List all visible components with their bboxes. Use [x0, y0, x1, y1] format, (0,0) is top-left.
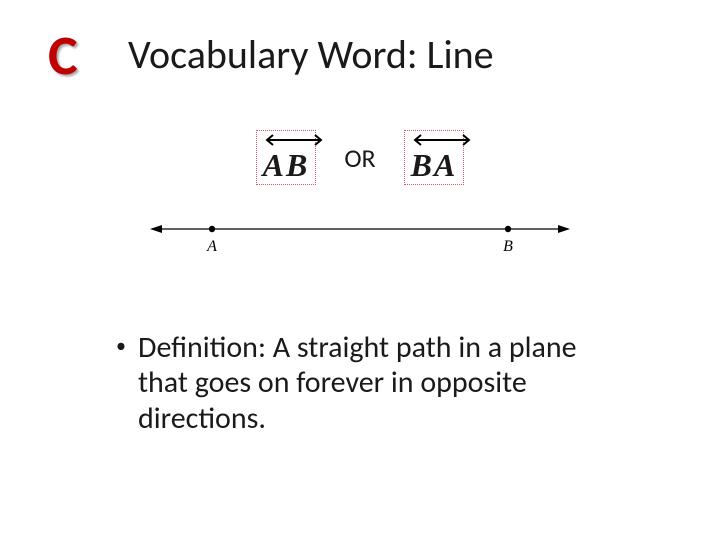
notation-ba-right: A [434, 147, 457, 183]
slide: { "corner": { "letter": "C", "color": "#… [0, 0, 720, 540]
definition-text: Definition: A straight path in a plane t… [138, 330, 588, 436]
notation-ba-letters: BA [411, 147, 458, 184]
line-notation-row: AB OR BA [200, 130, 520, 185]
notation-or: OR [344, 142, 375, 174]
bullet-dot-icon: • [116, 334, 126, 358]
line-diagram: A B [150, 215, 570, 266]
page-title: Vocabulary Word: Line [128, 30, 494, 79]
notation-ab-right: B [286, 147, 309, 183]
line-diagram-svg: A B [150, 215, 570, 261]
title-text: Vocabulary Word: Line [128, 30, 494, 79]
double-arrow-over-icon [263, 133, 310, 147]
line-notation-ba: BA [404, 130, 465, 185]
corner-letter-text: C [48, 22, 78, 90]
line-notation-ab: AB [256, 130, 317, 185]
definition-bullet: • Definition: A straight path in a plane… [138, 330, 588, 436]
notation-ab-letters: AB [263, 147, 310, 184]
point-b-label: B [503, 238, 513, 255]
double-arrow-over-icon [411, 133, 458, 147]
corner-letter: C [48, 22, 78, 90]
point-a-label: A [206, 238, 217, 255]
notation-ba-left: B [411, 147, 434, 183]
notation-ab-left: A [263, 147, 286, 183]
